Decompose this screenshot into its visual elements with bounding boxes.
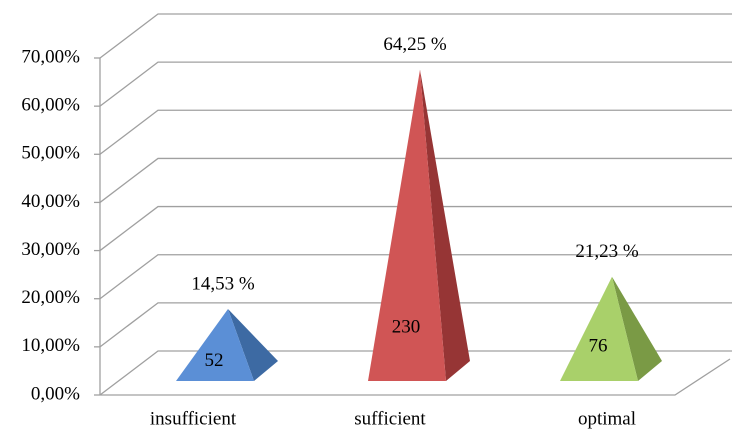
grid-line [99, 350, 732, 396]
pyramid-front [560, 276, 638, 381]
y-tick-label: 0,00% [31, 383, 80, 404]
y-tick-label: 40,00% [21, 191, 80, 212]
grid-line [99, 13, 732, 59]
x-tick-label: insufficient [150, 408, 237, 429]
y-tick-label: 20,00% [21, 287, 80, 308]
count-label: 230 [392, 316, 421, 337]
pyramid-front [176, 309, 254, 381]
grid-line [99, 157, 732, 203]
x-tick-label: optimal [578, 408, 636, 429]
grid-line [99, 205, 732, 252]
grid-line [99, 61, 732, 107]
value-label: 14,53 % [191, 273, 255, 294]
y-tick-label: 10,00% [21, 335, 80, 356]
count-label: 52 [205, 350, 224, 371]
grid-line [99, 109, 732, 155]
grid-line [99, 254, 732, 300]
y-tick-label: 30,00% [21, 239, 80, 260]
count-label: 76 [589, 335, 608, 356]
x-tick-label: sufficient [354, 408, 426, 429]
floor [100, 358, 731, 396]
value-label: 21,23 % [575, 241, 639, 262]
y-tick-label: 60,00% [21, 95, 80, 116]
pyramid-front [368, 69, 446, 382]
grid-line [99, 302, 732, 348]
pyramid-side [420, 69, 470, 382]
pyramid-side [228, 309, 278, 381]
y-tick-label: 70,00% [21, 46, 80, 67]
y-tick-label: 50,00% [21, 143, 80, 164]
value-label: 64,25 % [383, 34, 447, 55]
pyramid-side [612, 276, 662, 381]
